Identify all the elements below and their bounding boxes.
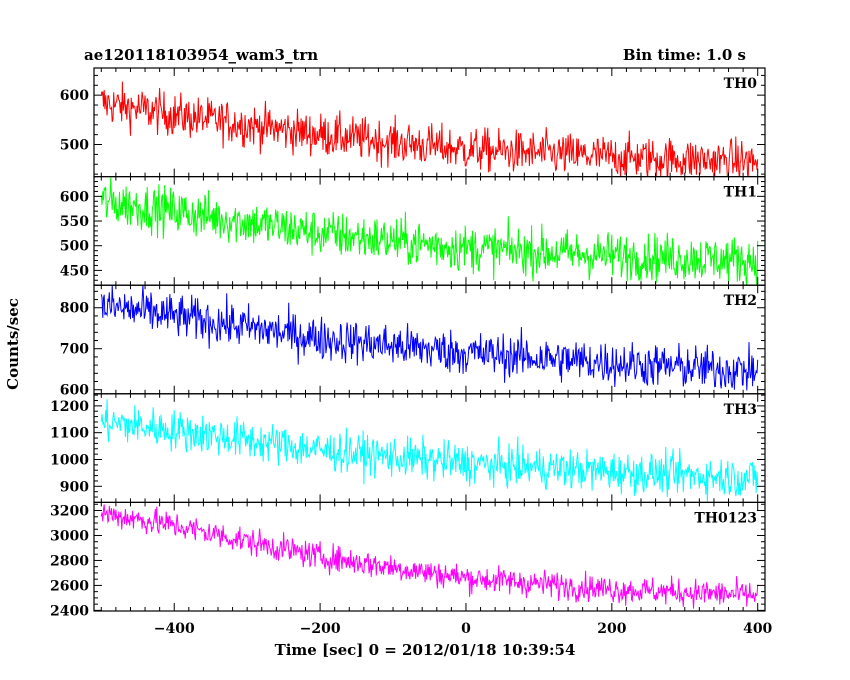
y-tick-label: 2400 [50,603,89,619]
y-ticks-th0123: 2400 2600 2800 3000 3200 [50,502,765,619]
y-tick-label: 2600 [50,578,89,594]
y-axis-label: Counts/sec [4,298,22,390]
y-tick-label: 500 [60,138,89,154]
y-tick-label: 3000 [50,528,89,544]
series-line-th2 [100,285,759,391]
y-tick-label: 450 [60,263,89,279]
series-line-th3 [100,399,759,503]
y-ticks-th3: 900 1000 1100 1200 [50,393,765,503]
panel-th3: 900 1000 1100 1200 TH3 [50,393,766,503]
panel-frame [93,393,766,503]
y-tick-label: 1100 [50,426,89,442]
y-ticks-th1: 450 500 550 600 [60,176,765,286]
y-tick-label: 2800 [50,553,89,569]
panels-group: 500 600 TH0 450 500 550 600 TH1 600 700 800 TH2 900 1… [50,67,766,619]
y-tick-label: 600 [60,189,89,205]
y-tick-label: 550 [60,214,89,230]
y-tick-label: 900 [60,479,89,495]
y-tick-label: 1200 [50,399,89,415]
y-tick-label: 600 [60,383,89,399]
panel-name-th0123: TH0123 [694,510,757,526]
y-tick-label: 800 [60,301,89,317]
chart-title: ae120118103954_wam3_trn [84,46,318,64]
y-ticks-th2: 600 700 800 [60,285,765,399]
panel-th0123: 2400 2600 2800 3000 3200 TH0123 [50,501,766,619]
x-tick-labels: −400 −200 0 200 400 [154,621,773,637]
series-line-th1 [100,176,759,286]
y-tick-label: 1000 [50,452,89,468]
panel-name-th0: TH0 [724,76,758,92]
panel-name-th3: TH3 [724,402,757,418]
panel-name-th2: TH2 [724,293,757,309]
y-tick-label: 500 [60,239,89,255]
series-line-th0123 [100,504,759,609]
x-tick-label: 0 [461,621,471,637]
panel-th0: 500 600 TH0 [60,67,766,178]
panel-th2: 600 700 800 TH2 [60,284,766,399]
panel-frame [93,284,766,395]
panel-th1: 450 500 550 600 TH1 [60,176,766,286]
series-line-th0 [100,81,759,177]
panel-frame [93,176,766,286]
panel-frame [93,501,766,612]
x-tick-label: −400 [154,621,195,637]
x-axis-label: Time [sec] 0 = 2012/01/18 10:39:54 [275,641,576,659]
y-tick-label: 600 [60,88,89,104]
y-tick-label: 3200 [50,504,89,520]
x-tick-label: −200 [300,621,341,637]
x-tick-label: 200 [597,621,626,637]
x-tick-label: 400 [743,621,772,637]
y-tick-label: 700 [60,342,89,358]
y-ticks-th0: 500 600 [60,68,765,177]
panel-name-th1: TH1 [724,185,757,201]
bin-time-label: Bin time: 1.0 s [623,46,746,64]
